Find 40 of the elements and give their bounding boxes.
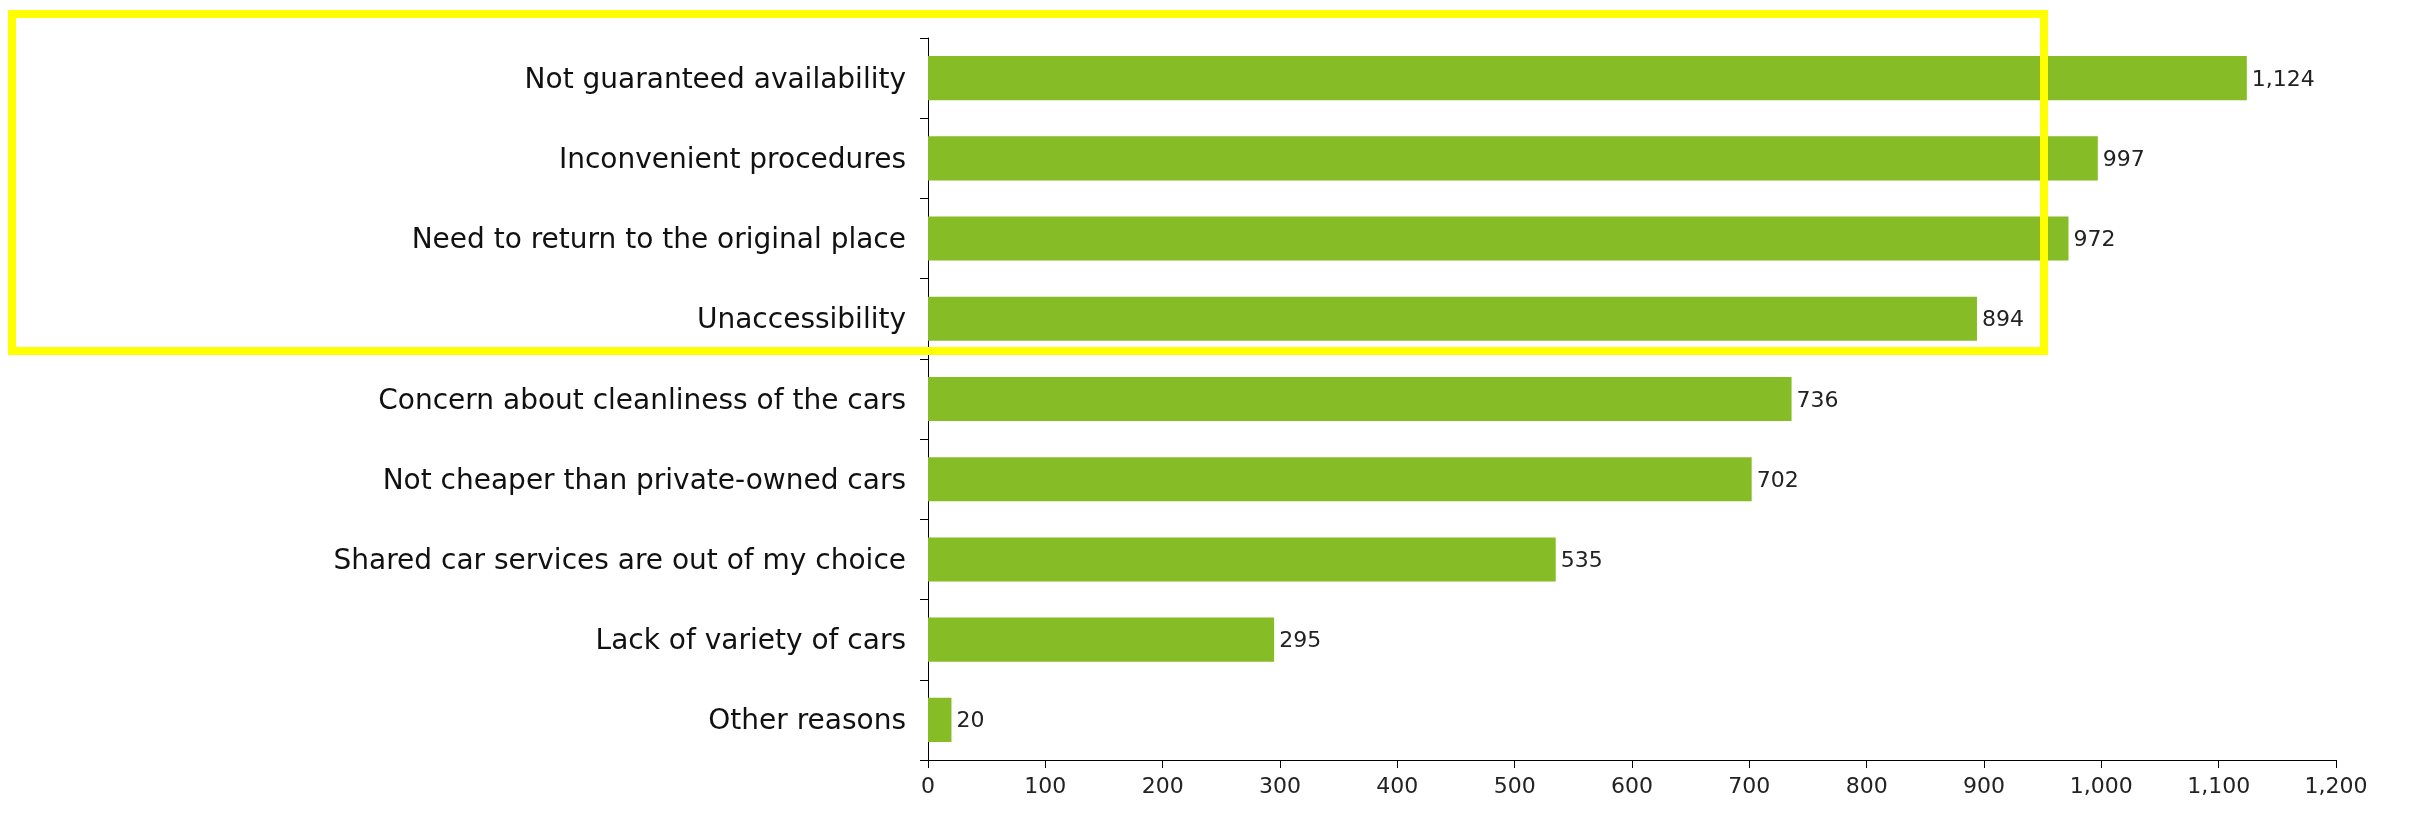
bar — [928, 617, 1275, 662]
x-tick-label: 900 — [1963, 772, 2005, 798]
x-tick-label: 400 — [1376, 772, 1419, 798]
data-label: 736 — [1796, 386, 1839, 412]
data-label: 535 — [1560, 546, 1603, 572]
y-tick-label: Unaccessibility — [696, 302, 906, 336]
y-tick-label: Concern about cleanliness of the cars — [378, 382, 906, 416]
x-tick-label: 100 — [1024, 772, 1067, 798]
x-tick-label: 0 — [921, 772, 935, 798]
bar — [928, 697, 952, 742]
bar — [928, 136, 2098, 181]
bar — [928, 56, 2247, 101]
bar — [928, 376, 1792, 422]
y-tick-label: Need to return to the original place — [411, 222, 906, 256]
y-tick-label: Not guaranteed availability — [524, 61, 906, 95]
x-tick-label: 600 — [1611, 772, 1653, 798]
data-label: 894 — [1981, 306, 2024, 332]
y-tick-label: Other reasons — [708, 703, 906, 737]
x-tick-label: 1,200 — [2304, 772, 2368, 798]
data-label: 997 — [2102, 145, 2145, 171]
data-label: 1,124 — [2251, 65, 2315, 91]
x-tick-label: 1,100 — [2187, 772, 2251, 798]
data-label: 20 — [956, 707, 985, 733]
y-tick-label: Inconvenient procedures — [558, 141, 906, 175]
data-label: 972 — [2073, 226, 2116, 252]
x-tick-label: 800 — [1845, 772, 1888, 798]
y-tick-label: Lack of variety of cars — [595, 623, 906, 657]
x-tick-label: 200 — [1141, 772, 1184, 798]
y-tick-label: Shared car services are out of my choice — [333, 542, 906, 576]
data-label: 295 — [1279, 627, 1322, 653]
y-tick-label: Not cheaper than private-owned cars — [382, 462, 906, 496]
x-tick-label: 700 — [1728, 772, 1771, 798]
x-tick-label: 300 — [1259, 772, 1301, 798]
data-label: 702 — [1756, 466, 1799, 492]
x-tick-label: 500 — [1493, 772, 1536, 798]
bar — [928, 216, 2069, 261]
bar — [928, 296, 1977, 341]
bar — [928, 537, 1556, 582]
x-tick-label: 1,000 — [2069, 772, 2133, 798]
bar — [928, 457, 1752, 502]
